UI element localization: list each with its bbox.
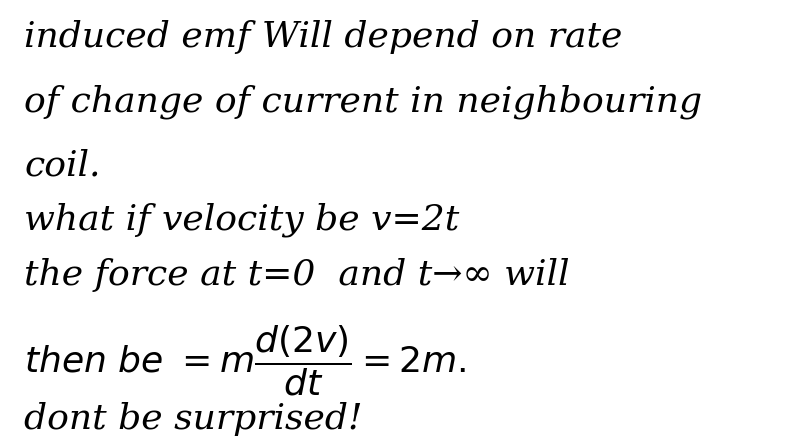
Text: induced emf Will depend on rate: induced emf Will depend on rate	[24, 20, 622, 54]
Text: of change of current in neighbouring: of change of current in neighbouring	[24, 84, 702, 119]
Text: the force at t=0  and t→∞ will: the force at t=0 and t→∞ will	[24, 258, 570, 292]
Text: what if velocity be v=2t: what if velocity be v=2t	[24, 202, 459, 237]
Text: $\mathit{then\ be\ =m}\dfrac{\mathit{d(2v)}}{\mathit{dt}}\mathit{=2m.}$: $\mathit{then\ be\ =m}\dfrac{\mathit{d(2…	[24, 324, 466, 398]
Text: coil.: coil.	[24, 149, 101, 183]
Text: dont be surprised!: dont be surprised!	[24, 402, 362, 436]
